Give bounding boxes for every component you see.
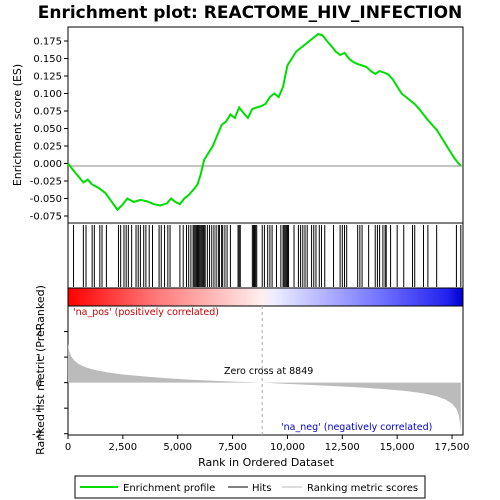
x-tick-label: 0	[65, 442, 71, 453]
x-tick-label: 7,500	[218, 442, 247, 453]
es-y-tick-label: -0.050	[30, 194, 62, 205]
metric-y-tick-label: 2	[36, 328, 42, 339]
legend-metric-label: Ranking metric scores	[307, 483, 418, 494]
es-y-tick-label: 0.050	[33, 124, 62, 135]
es-y-tick-label: 0.150	[33, 54, 62, 65]
neg-correlated-label: 'na_neg' (negatively correlated)	[281, 422, 432, 433]
enrichment-profile-line	[67, 32, 462, 212]
es-y-tick-label: 0.100	[33, 89, 62, 100]
x-tick-label: 10,000	[270, 442, 305, 453]
x-tick-label: 2,500	[109, 442, 138, 453]
chart-title: Enrichment plot: REACTOME_HIV_INFECTION	[38, 3, 463, 23]
x-tick-label: 5,000	[163, 442, 192, 453]
ranking-metric-area	[68, 343, 461, 432]
es-y-tick-label: 0.125	[33, 72, 62, 83]
metric-y-tick-label: 1	[36, 353, 42, 364]
es-y-tick-label: 0.025	[33, 142, 62, 153]
hits-panel	[67, 222, 464, 307]
metric-y-tick-label: -1	[32, 404, 42, 415]
es-y-tick-label: -0.025	[30, 177, 62, 188]
es-y-tick-label: 0.075	[33, 107, 62, 118]
metric-x-ticks: 0 2,500 5,000 7,500 10,000 12,500 15,000 17,500	[65, 435, 470, 453]
metric-y-tick-label: 0	[36, 379, 42, 390]
hit-marks	[72, 225, 462, 287]
es-panel: 0.175 0.150 0.125 0.100 0.075 0.050 0.025 0.000…	[11, 26, 464, 224]
metric-panel: 2 1 0 -1 -2 0 2,500 5,000 7,500 10,000 12,500 15,0…	[32, 285, 470, 469]
legend-profile-label: Enrichment profile	[123, 483, 215, 494]
metric-y-tick-label: -2	[32, 430, 42, 441]
metric-y-ticks: 2 1 0 -1 -2	[32, 328, 68, 441]
es-y-tick-label: 0.000	[33, 159, 62, 170]
es-y-tick-label: -0.075	[30, 212, 62, 223]
x-tick-label: 12,500	[325, 442, 360, 453]
legend-box	[74, 475, 426, 499]
es-y-ticks: 0.175 0.150 0.125 0.100 0.075 0.050 0.025 0.000…	[30, 37, 68, 223]
x-tick-label: 17,500	[435, 442, 470, 453]
legend: Enrichment profile Hits Ranking metric s…	[74, 475, 426, 499]
legend-hits-label: Hits	[252, 483, 271, 494]
zero-cross-label: Zero cross at 8849	[224, 366, 313, 377]
x-tick-label: 15,000	[380, 442, 415, 453]
metric-panel-frame	[67, 305, 464, 436]
rank-color-bar	[67, 287, 464, 307]
x-axis-label: Rank in Ordered Dataset	[198, 456, 335, 469]
es-y-axis-label: Enrichment score (ES)	[11, 64, 24, 186]
metric-y-axis-label: Ranked list metric (PreRanked)	[34, 285, 47, 455]
pos-correlated-label: 'na_pos' (positively correlated)	[73, 307, 219, 318]
es-y-tick-label: 0.175	[33, 37, 62, 48]
es-panel-frame	[67, 26, 464, 224]
